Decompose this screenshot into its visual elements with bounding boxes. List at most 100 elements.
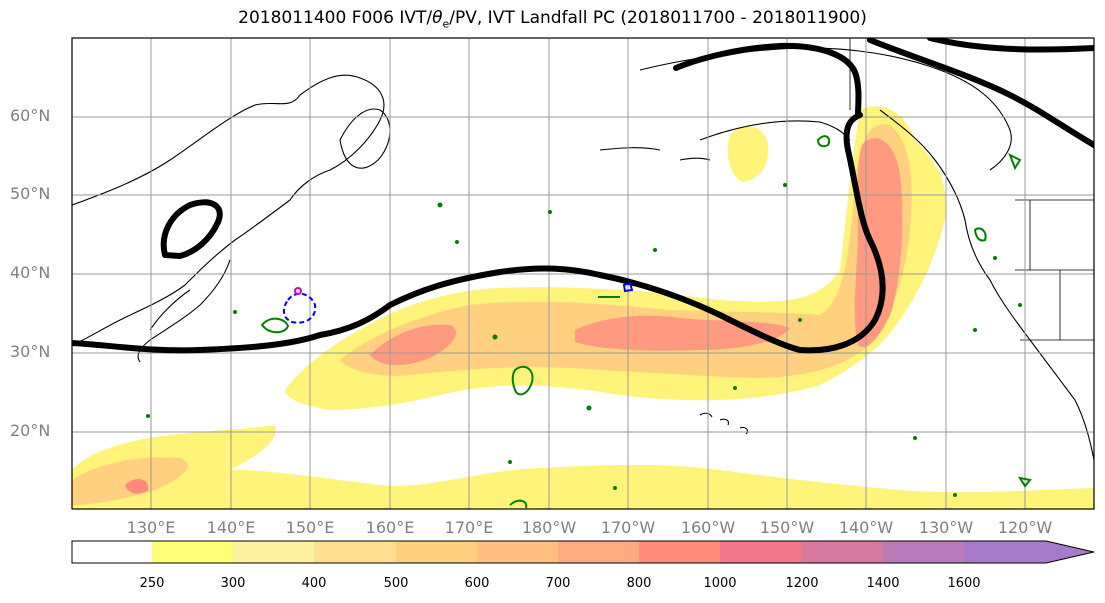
pv-dot [953, 493, 957, 497]
pv-dot [548, 210, 552, 214]
pv-contour-5 [973, 227, 987, 242]
pv-dot [783, 183, 787, 187]
colorbar-segment-6 [558, 541, 639, 563]
asia-coastline [72, 74, 385, 346]
colorbar-tick-label: 1400 [866, 576, 900, 591]
map-frame [71, 37, 1095, 510]
lon-label-130e: 130°E [126, 518, 176, 537]
pv-small-features [146, 183, 1022, 497]
ivt-plume-mid [340, 124, 912, 378]
lon-label-170w: 170°W [600, 518, 656, 537]
ivt-southern-core [72, 457, 189, 505]
lon-label-150w: 150°W [759, 518, 815, 537]
ivt-plume-southern [72, 425, 1094, 509]
colorbar [71, 540, 1095, 564]
colorbar-segment-9 [802, 541, 883, 563]
lat-label-60n: 60°N [10, 106, 51, 125]
pv-dot [1018, 303, 1022, 307]
lat-label-40n: 40°N [10, 263, 51, 282]
ivt-southern-peak [125, 478, 149, 494]
colorbar-segment-8 [720, 541, 802, 563]
colorbar-tick-label: 700 [545, 576, 571, 591]
pv-contour-1 [511, 365, 534, 396]
pv-dot [455, 240, 459, 244]
north-america-coastline [879, 109, 1094, 461]
title-prefix: 2018011400 F006 IVT/ [238, 8, 433, 28]
pv-dot [798, 318, 802, 322]
colorbar-segment-extend [964, 541, 1094, 563]
pv-contours [260, 135, 1032, 509]
pv-contour-2 [260, 317, 290, 334]
title-theta-sub: e [442, 17, 450, 31]
blue-dashed-contour [282, 292, 317, 324]
colorbar-segment-3 [314, 541, 396, 563]
lon-label-160w: 160°W [680, 518, 736, 537]
pv-contour-4 [816, 135, 831, 148]
secondary-contours [282, 281, 634, 324]
theta-e-northern-contour [673, 42, 862, 118]
map-gridlines [72, 38, 1094, 509]
pv-contour-3 [509, 296, 620, 509]
pv-dot [613, 486, 617, 490]
colorbar-segment-1 [152, 541, 233, 563]
pv-dot [586, 405, 592, 411]
colorbar-segment-2 [233, 541, 314, 563]
lon-label-140w: 140°W [838, 518, 894, 537]
lon-label-150e: 150°E [285, 518, 335, 537]
ivt-plume-core-east [854, 138, 903, 347]
colorbar-segment-5 [477, 541, 558, 563]
colorbar-outline [71, 540, 1095, 564]
pv-dot [653, 248, 657, 252]
lon-label-160e: 160°E [365, 518, 415, 537]
lon-label-130w: 130°W [918, 518, 974, 537]
blue-small-contour [622, 281, 634, 293]
colorbar-segment-0 [72, 541, 152, 563]
lat-label-20n: 20°N [10, 421, 51, 440]
pv-dot [993, 256, 997, 260]
lon-label-170e: 170°E [444, 518, 494, 537]
map-area [72, 38, 1094, 509]
pv-contour-7 [1017, 476, 1032, 488]
colorbar-segment-4 [396, 541, 477, 563]
theta-e-contours [72, 38, 1094, 354]
colorbar-tick-label: 1200 [785, 576, 819, 591]
lon-label-140e: 140°E [206, 518, 256, 537]
ivt-plume-alaska [727, 126, 769, 182]
title-suffix: /PV, IVT Landfall PC (2018011700 - 20180… [449, 8, 867, 28]
theta-e-japan-contour [160, 199, 223, 259]
colorbar-tick-label: 300 [220, 576, 246, 591]
colorbar-segment-7 [639, 541, 720, 563]
colorbar-tick-label: 1600 [947, 576, 981, 591]
pv-dot [508, 460, 512, 464]
pv-dot [492, 334, 498, 340]
magenta-marker [294, 287, 302, 295]
theta-e-northeast-contour [867, 38, 1094, 148]
kamchatka-coastline [339, 108, 391, 169]
colorbar-segment-10 [883, 541, 964, 563]
colorbar-tick-label: 1000 [703, 576, 737, 591]
lon-label-180w: 180°W [521, 518, 577, 537]
lat-label-50n: 50°N [10, 184, 51, 203]
pv-dot [233, 310, 237, 314]
colorbar-tick-label: 500 [383, 576, 409, 591]
hawaii-islands [699, 412, 748, 435]
state-borders [849, 38, 1094, 341]
pv-dot [146, 414, 150, 418]
pv-contour-6 [1008, 152, 1022, 171]
pv-dot [973, 328, 977, 332]
lon-label-120w: 120°W [997, 518, 1053, 537]
pv-dot [733, 386, 737, 390]
map-title: 2018011400 F006 IVT/θe/PV, IVT Landfall … [0, 8, 1105, 30]
colorbar-tick-label: 800 [626, 576, 652, 591]
pv-dot [913, 436, 917, 440]
theta-e-canada-contour [927, 38, 1094, 53]
colorbar-tick-label: 600 [464, 576, 490, 591]
ivt-plume-core-west [370, 324, 457, 366]
ivt-filled-contours [72, 106, 1094, 509]
title-theta: θ [432, 8, 443, 28]
lat-label-30n: 30°N [10, 342, 51, 361]
theta-e-main-contour [72, 112, 886, 354]
colorbar-tick-label: 400 [301, 576, 327, 591]
colorbar-tick-label: 250 [139, 576, 165, 591]
